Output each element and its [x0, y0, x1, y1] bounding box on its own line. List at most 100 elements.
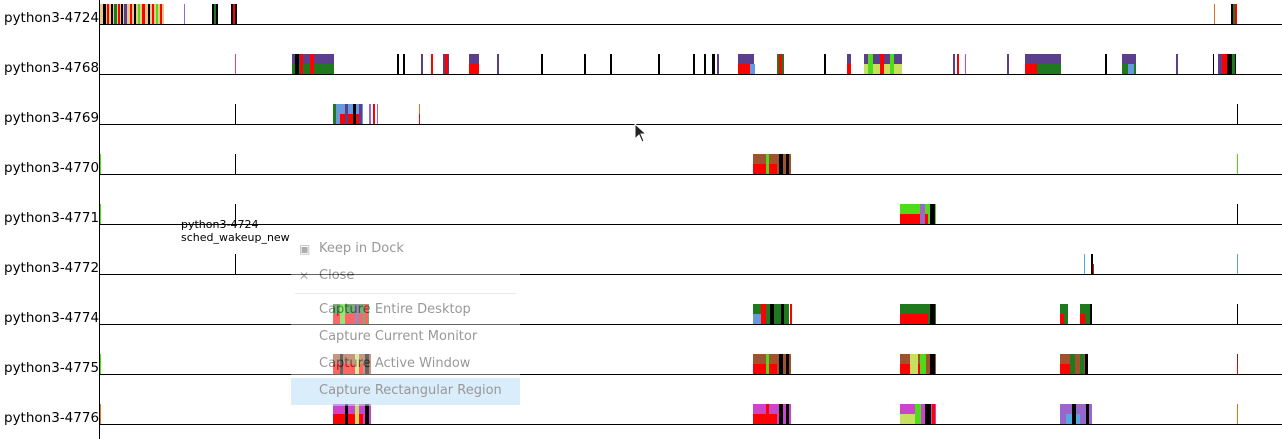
task-event-segment[interactable] — [786, 404, 789, 424]
task-event-segment[interactable] — [134, 4, 136, 24]
task-event-segment[interactable] — [369, 104, 371, 124]
task-event-segment[interactable] — [1060, 364, 1070, 374]
menu-item-capture-entire-desktop[interactable]: Capture Entire Desktop — [291, 297, 520, 324]
task-event-segment[interactable] — [365, 354, 369, 374]
task-event-segment[interactable] — [930, 304, 935, 324]
task-event-segment[interactable] — [100, 354, 101, 374]
task-event-segment[interactable] — [712, 54, 715, 74]
task-event-segment[interactable] — [340, 114, 362, 124]
task-event-segment[interactable] — [1214, 4, 1215, 24]
task-event-segment[interactable] — [373, 104, 375, 124]
task-track[interactable] — [100, 4, 1282, 25]
task-event-segment[interactable] — [445, 54, 448, 74]
task-event-segment[interactable] — [1227, 54, 1230, 74]
task-event-segment[interactable] — [235, 254, 236, 274]
menu-item-keep-in-dock[interactable]: ▣ Keep in Dock — [291, 236, 520, 263]
task-event-segment[interactable] — [431, 54, 433, 74]
task-event-segment[interactable] — [1213, 54, 1214, 74]
task-event-segment[interactable] — [932, 404, 935, 424]
task-event-segment[interactable] — [779, 404, 783, 424]
task-event-segment[interactable] — [365, 304, 368, 324]
task-event-segment[interactable] — [610, 54, 612, 74]
task-event-segment[interactable] — [333, 314, 363, 324]
task-event-segment[interactable] — [152, 4, 154, 24]
task-event-segment[interactable] — [781, 304, 784, 324]
task-event-segment[interactable] — [235, 104, 236, 124]
task-event-segment[interactable] — [1070, 354, 1075, 374]
task-event-segment[interactable] — [118, 4, 120, 24]
task-event-segment[interactable] — [124, 4, 127, 24]
task-event-segment[interactable] — [880, 54, 884, 74]
task-event-segment[interactable] — [847, 64, 851, 74]
task-event-segment[interactable] — [1037, 64, 1061, 74]
task-event-segment[interactable] — [156, 4, 158, 24]
task-event-segment[interactable] — [766, 404, 769, 424]
task-event-segment[interactable] — [403, 54, 405, 74]
task-event-segment[interactable] — [717, 54, 719, 74]
task-event-segment[interactable] — [790, 304, 792, 324]
task-event-segment[interactable] — [1235, 4, 1237, 24]
task-event-segment[interactable] — [353, 104, 356, 124]
task-event-segment[interactable] — [333, 364, 363, 374]
task-track[interactable] — [100, 254, 1282, 275]
task-event-segment[interactable] — [1237, 154, 1238, 174]
task-event-segment[interactable] — [355, 404, 359, 424]
task-event-segment[interactable] — [355, 354, 359, 374]
task-event-segment[interactable] — [235, 54, 236, 74]
task-event-segment[interactable] — [920, 354, 926, 374]
task-track[interactable] — [100, 104, 1282, 125]
task-event-segment[interactable] — [100, 154, 101, 174]
task-event-segment[interactable] — [142, 4, 145, 24]
task-event-segment[interactable] — [1060, 314, 1064, 324]
task-event-segment[interactable] — [469, 64, 479, 74]
task-event-segment[interactable] — [107, 4, 109, 24]
task-event-segment[interactable] — [750, 64, 755, 74]
task-event-segment[interactable] — [890, 54, 894, 74]
task-event-segment[interactable] — [130, 4, 132, 24]
task-event-segment[interactable] — [900, 414, 920, 424]
task-event-segment[interactable] — [779, 354, 783, 374]
task-event-segment[interactable] — [1105, 54, 1107, 74]
task-event-segment[interactable] — [957, 54, 959, 74]
menu-item-capture-rectangular-region[interactable]: Capture Rectangular Region — [291, 378, 520, 405]
task-event-segment[interactable] — [340, 354, 343, 374]
task-event-segment[interactable] — [345, 104, 348, 124]
task-event-segment[interactable] — [1237, 104, 1238, 124]
task-event-segment[interactable] — [421, 54, 423, 74]
task-event-segment[interactable] — [355, 304, 359, 324]
task-event-segment[interactable] — [920, 204, 925, 224]
task-event-segment[interactable] — [1232, 54, 1235, 74]
task-event-segment[interactable] — [930, 204, 935, 224]
task-event-segment[interactable] — [233, 4, 235, 24]
task-event-segment[interactable] — [910, 354, 918, 374]
task-track[interactable] — [100, 404, 1282, 425]
task-event-segment[interactable] — [786, 154, 789, 174]
task-event-segment[interactable] — [900, 314, 928, 324]
task-event-segment[interactable] — [497, 54, 499, 74]
task-event-segment[interactable] — [345, 404, 348, 424]
task-track[interactable] — [100, 304, 1282, 325]
task-event-segment[interactable] — [365, 404, 369, 424]
task-event-segment[interactable] — [704, 54, 706, 74]
task-event-segment[interactable] — [295, 54, 299, 74]
task-event-segment[interactable] — [738, 64, 754, 74]
task-event-segment[interactable] — [1007, 54, 1009, 74]
task-event-segment[interactable] — [1237, 304, 1238, 324]
task-event-segment[interactable] — [1237, 204, 1238, 224]
task-event-segment[interactable] — [1093, 264, 1094, 274]
task-event-segment[interactable] — [148, 4, 150, 24]
task-event-segment[interactable] — [1237, 364, 1238, 374]
task-event-segment[interactable] — [1091, 254, 1093, 274]
task-event-segment[interactable] — [693, 54, 695, 74]
task-event-segment[interactable] — [779, 54, 782, 74]
task-event-segment[interactable] — [1237, 254, 1238, 274]
task-event-segment[interactable] — [103, 4, 106, 24]
task-event-segment[interactable] — [1086, 404, 1089, 424]
task-event-segment[interactable] — [584, 54, 586, 74]
task-event-segment[interactable] — [753, 314, 761, 324]
task-event-segment[interactable] — [1060, 304, 1068, 324]
task-event-segment[interactable] — [1090, 304, 1092, 324]
task-event-segment[interactable] — [1128, 64, 1134, 74]
task-event-segment[interactable] — [770, 304, 774, 324]
task-event-segment[interactable] — [1176, 54, 1178, 74]
